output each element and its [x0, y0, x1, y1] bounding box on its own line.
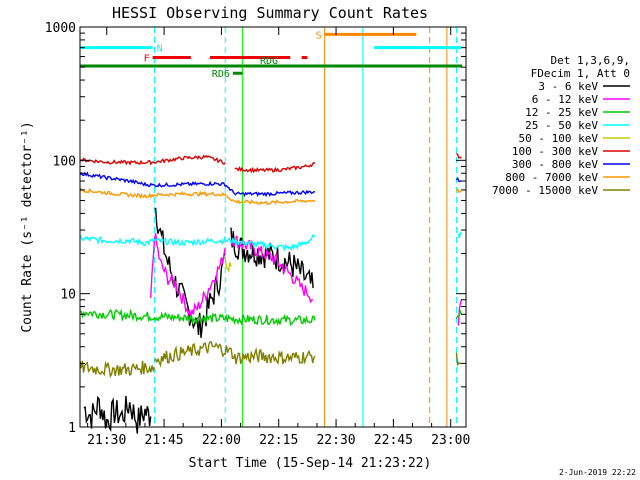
x-tick-label-2: 22:00: [202, 433, 241, 448]
legend-label-25-50-kev: 25 - 50 keV: [525, 119, 598, 132]
plot-frame: [79, 26, 467, 428]
x-tick-label-3: 22:15: [259, 433, 298, 448]
legend-label-800-7000-kev: 800 - 7000 keV: [505, 171, 598, 184]
series-7000-15000-kev-segment-1: [154, 340, 236, 368]
series-3-6-kev-segment-1: [154, 207, 226, 338]
series-7000-15000-kev-segment-2: [234, 347, 316, 366]
state-label-f: F: [144, 54, 150, 65]
state-label-n: N: [157, 44, 163, 55]
y-tick-label-1: 10: [60, 288, 76, 303]
series-3-6-kev-segment-2: [230, 227, 314, 289]
legend-label-100-300-kev: 100 - 300 keV: [512, 145, 598, 158]
series-6-12-kev-segment-0: [150, 233, 226, 319]
legend-header-detectors: Det 1,3,6,9,: [551, 54, 630, 67]
series-100-300-kev-segment-0: [79, 154, 226, 166]
y-axis-label: Count Rate (s⁻¹ detector⁻¹): [20, 121, 35, 332]
chart-title: HESSI Observing Summary Count Rates: [112, 4, 428, 22]
state-label-rd6: RD6: [212, 69, 230, 80]
series-50-100-kev-segment-0: [224, 257, 232, 273]
legend-label-6-12-kev: 6 - 12 keV: [532, 93, 599, 106]
series-800-7000-kev-segment-2: [455, 187, 462, 194]
x-tick-label-0: 21:30: [87, 433, 126, 448]
y-tick-label-3: 1000: [45, 21, 76, 36]
legend-label-12-25-kev: 12 - 25 keV: [525, 106, 598, 119]
series-layer: [79, 152, 463, 434]
axis-ticks: 21:30 21:45 22:00 22:15 22:30 22:45 23:00 1 10 10…: [45, 21, 471, 448]
series-800-7000-kev-segment-0: [79, 187, 236, 203]
state-label-rdg: RDG: [260, 56, 278, 67]
series-25-50-kev-segment-0: [79, 234, 316, 252]
legend-header-decimation: FDecim 1, Att 0: [531, 67, 630, 80]
legend-label-7000-15000-kev: 7000 - 15000 keV: [492, 184, 598, 197]
series-12-25-kev-segment-0: [79, 308, 316, 327]
y-tick-label-2: 100: [53, 154, 76, 169]
state-label-s: S: [316, 30, 322, 41]
series-7000-15000-kev-segment-0: [79, 360, 156, 378]
series-6-12-kev-segment-2: [457, 299, 463, 326]
legend-label-3-6-kev: 3 - 6 keV: [538, 80, 598, 93]
series-3-6-kev-segment-0: [83, 395, 152, 434]
x-tick-label-5: 22:45: [374, 433, 413, 448]
x-tick-label-6: 23:00: [431, 433, 470, 448]
legend: Det 1,3,6,9, FDecim 1, Att 0 3 - 6 keV6 …: [492, 54, 630, 197]
footer-date: 2-Jun-2019 22:22: [559, 468, 636, 477]
series-300-800-kev-segment-1: [234, 189, 316, 198]
state-bars: NF S RD6 RDG: [80, 30, 463, 80]
series-25-50-kev-segment-1: [457, 231, 462, 239]
series-7000-15000-kev-segment-3: [455, 352, 462, 367]
series-300-800-kev-segment-0: [79, 171, 236, 195]
legend-label-300-800-kev: 300 - 800 keV: [512, 158, 598, 171]
x-tick-label-4: 22:30: [316, 433, 355, 448]
series-100-300-kev-segment-2: [455, 152, 462, 159]
series-300-800-kev-segment-2: [455, 176, 462, 183]
series-12-25-kev-segment-1: [455, 309, 463, 320]
x-axis-label: Start Time (15-Sep-14 21:23:22): [189, 456, 432, 471]
legend-label-50-100-kev: 50 - 100 keV: [519, 132, 599, 145]
series-800-7000-kev-segment-1: [234, 198, 316, 205]
y-tick-label-0: 1: [68, 421, 76, 436]
series-100-300-kev-segment-1: [234, 161, 316, 174]
x-tick-label-1: 21:45: [145, 433, 184, 448]
